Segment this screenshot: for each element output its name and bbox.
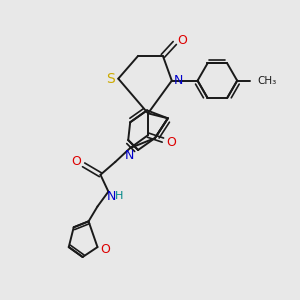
Text: N: N — [107, 190, 116, 203]
Text: CH₃: CH₃ — [257, 76, 276, 85]
Text: O: O — [100, 243, 110, 256]
Text: N: N — [174, 74, 183, 87]
Text: O: O — [177, 34, 187, 46]
Text: O: O — [71, 155, 81, 168]
Text: S: S — [106, 72, 115, 86]
Text: H: H — [115, 190, 124, 201]
Text: O: O — [166, 136, 176, 148]
Text: N: N — [124, 149, 134, 162]
